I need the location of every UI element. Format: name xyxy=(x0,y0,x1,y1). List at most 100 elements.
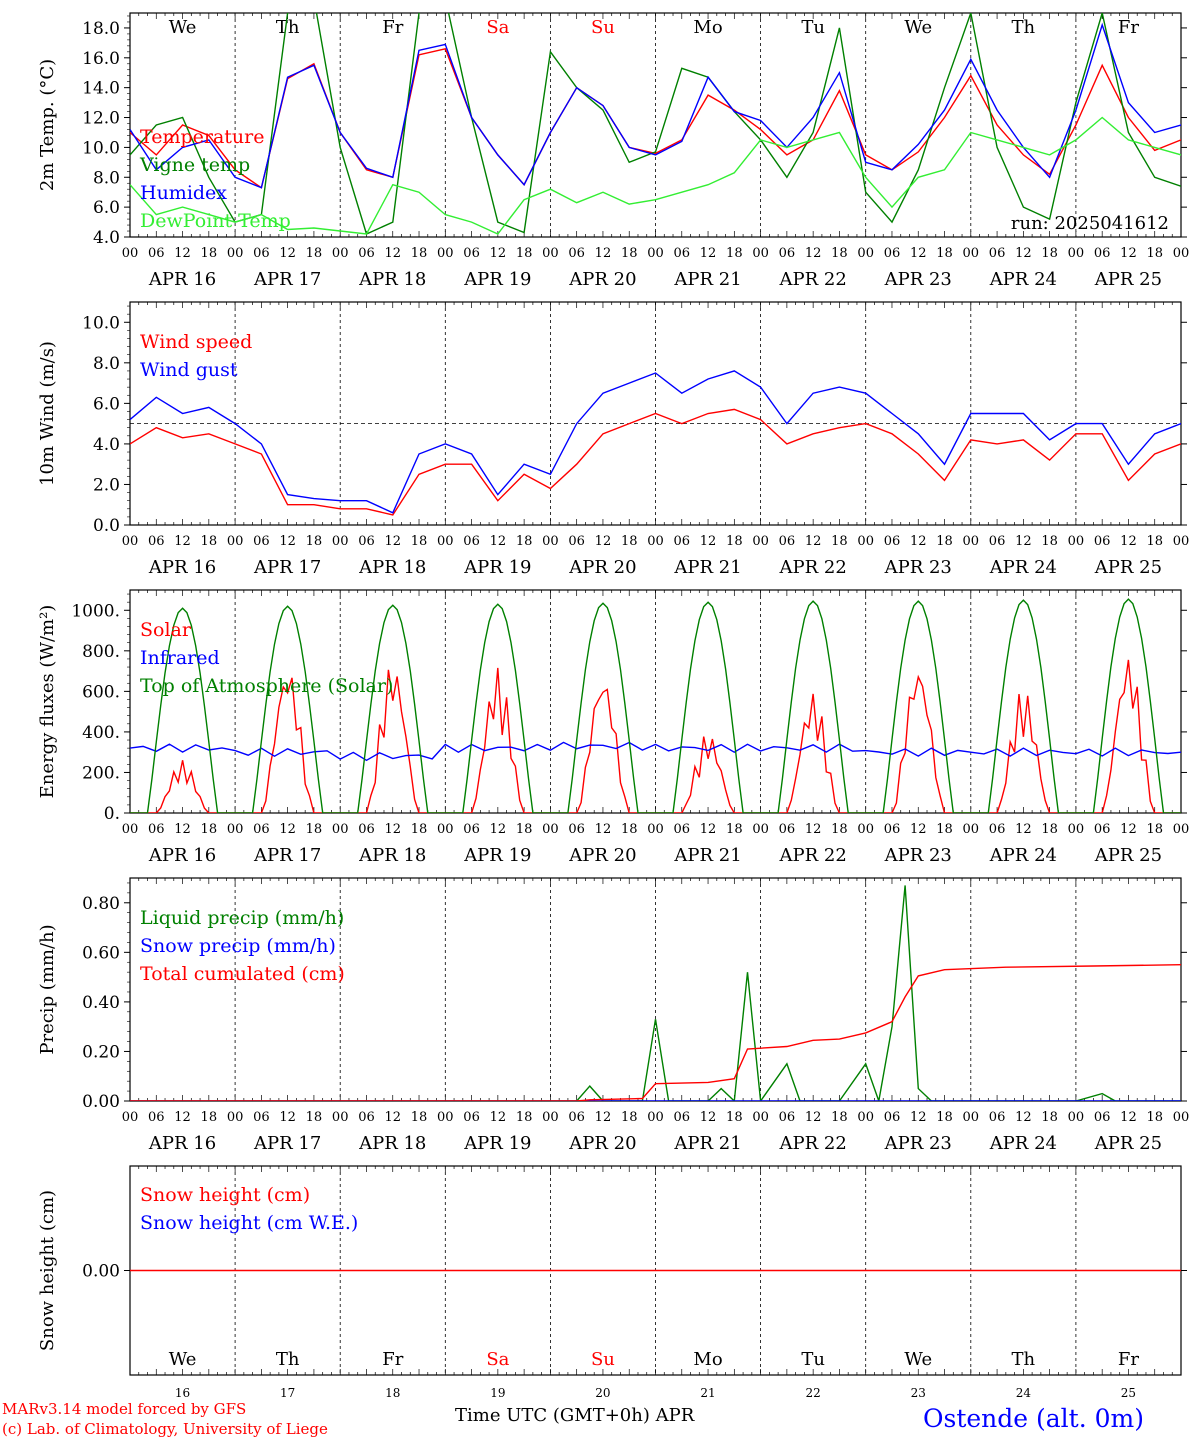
legend-entry: Humidex xyxy=(140,182,227,204)
y-tick-label: 8.0 xyxy=(93,354,120,374)
hour-label: 18 xyxy=(306,246,323,261)
y-tick-label: 6.0 xyxy=(93,394,120,414)
hour-label: 00 xyxy=(647,534,664,549)
hour-label: 18 xyxy=(726,822,743,837)
date-label: APR 21 xyxy=(673,1133,741,1154)
legend-entry: Snow height (cm W.E.) xyxy=(140,1212,358,1234)
y-tick-label: 200. xyxy=(82,763,120,783)
station-label: Ostende (alt. 0m) xyxy=(923,1404,1144,1433)
day-number: 18 xyxy=(385,1386,400,1400)
hour-label: 12 xyxy=(910,246,927,261)
y-tick-label: 0.60 xyxy=(82,943,120,963)
date-label: APR 24 xyxy=(989,845,1057,866)
hour-label: 06 xyxy=(674,822,691,837)
hour-label: 18 xyxy=(1146,246,1163,261)
day-number: 24 xyxy=(1016,1386,1032,1400)
hour-label: 06 xyxy=(148,1110,165,1125)
hour-label: 00 xyxy=(542,822,559,837)
hour-label: 12 xyxy=(1120,1110,1137,1125)
hour-label: 06 xyxy=(674,1110,691,1125)
hour-label: 12 xyxy=(1120,822,1137,837)
hour-label: 06 xyxy=(148,822,165,837)
hour-label: 12 xyxy=(384,1110,401,1125)
hour-label: 06 xyxy=(568,534,585,549)
hour-label: 00 xyxy=(332,534,349,549)
date-label: APR 25 xyxy=(1094,845,1162,866)
hour-label: 00 xyxy=(122,534,139,549)
weekday-label: Mo xyxy=(693,17,722,38)
date-label: APR 22 xyxy=(779,1133,847,1154)
hour-label: 06 xyxy=(1094,246,1111,261)
hour-label: 06 xyxy=(358,822,375,837)
hour-label: 00 xyxy=(857,822,874,837)
hour-label: 18 xyxy=(1041,1110,1058,1125)
hour-label: 12 xyxy=(174,1110,191,1125)
hour-label: 00 xyxy=(227,246,244,261)
hour-label: 12 xyxy=(490,534,507,549)
weekday-label: Fr xyxy=(1118,1349,1139,1370)
hour-label: 12 xyxy=(490,1110,507,1125)
hour-label: 06 xyxy=(884,1110,901,1125)
hour-label: 18 xyxy=(1041,822,1058,837)
hour-label: 00 xyxy=(963,534,980,549)
hour-label: 18 xyxy=(516,246,533,261)
hour-label: 00 xyxy=(332,822,349,837)
weekday-label: Th xyxy=(276,17,300,38)
legend-entry: Snow precip (mm/h) xyxy=(140,935,336,957)
y-tick-label: 10.0 xyxy=(82,313,120,333)
hour-label: 06 xyxy=(884,822,901,837)
hour-label: 12 xyxy=(279,822,296,837)
hour-label: 12 xyxy=(910,534,927,549)
date-label: APR 18 xyxy=(358,1133,426,1154)
hour-label: 00 xyxy=(437,822,454,837)
hour-label: 12 xyxy=(805,1110,822,1125)
hour-label: 06 xyxy=(463,822,480,837)
y-tick-label: 4.0 xyxy=(93,435,120,455)
weekday-label: Tu xyxy=(801,17,825,38)
hour-label: 12 xyxy=(595,822,612,837)
hour-label: 00 xyxy=(1068,534,1085,549)
hour-label: 06 xyxy=(1094,1110,1111,1125)
hour-label: 06 xyxy=(358,246,375,261)
hour-label: 00 xyxy=(752,822,769,837)
hour-label: 12 xyxy=(805,534,822,549)
weekday-label: Su xyxy=(591,1349,615,1370)
hour-label: 18 xyxy=(411,246,428,261)
date-label: APR 19 xyxy=(463,845,531,866)
hour-label: 12 xyxy=(490,246,507,261)
hour-label: 18 xyxy=(1041,534,1058,549)
hour-label: 18 xyxy=(1041,246,1058,261)
y-axis-label: Energy fluxes (W/m²) xyxy=(37,605,58,799)
legend-entry: Wind gust xyxy=(140,359,238,381)
weekday-label: Fr xyxy=(382,1349,403,1370)
hour-label: 06 xyxy=(253,246,270,261)
hour-label: 06 xyxy=(779,1110,796,1125)
y-tick-label: 0.0 xyxy=(93,516,120,536)
series-solar xyxy=(130,659,1181,813)
hour-label: 12 xyxy=(910,1110,927,1125)
hour-label: 06 xyxy=(148,246,165,261)
hour-label: 18 xyxy=(201,534,218,549)
date-label: APR 25 xyxy=(1094,557,1162,578)
hour-label: 06 xyxy=(463,1110,480,1125)
hour-label: 00 xyxy=(752,246,769,261)
hour-label: 18 xyxy=(936,534,953,549)
y-tick-label: 0.00 xyxy=(82,1262,120,1282)
hour-label: 18 xyxy=(201,822,218,837)
series-temperature xyxy=(130,47,1181,189)
hour-label: 12 xyxy=(595,1110,612,1125)
y-tick-label: 2.0 xyxy=(93,475,120,495)
hour-label: 12 xyxy=(700,1110,717,1125)
hour-label: 18 xyxy=(726,534,743,549)
legend-entry: Total cumulated (cm) xyxy=(140,963,345,985)
date-label: APR 21 xyxy=(673,269,741,290)
y-tick-label: 400. xyxy=(82,723,120,743)
date-label: APR 22 xyxy=(779,269,847,290)
series-infrared xyxy=(130,741,1181,762)
series-wind-speed xyxy=(130,408,1181,516)
date-label: APR 17 xyxy=(253,269,321,290)
weekday-label: Tu xyxy=(801,1349,825,1370)
weekday-label: Th xyxy=(1012,1349,1036,1370)
hour-label: 06 xyxy=(779,822,796,837)
y-tick-label: 18.0 xyxy=(82,19,120,39)
